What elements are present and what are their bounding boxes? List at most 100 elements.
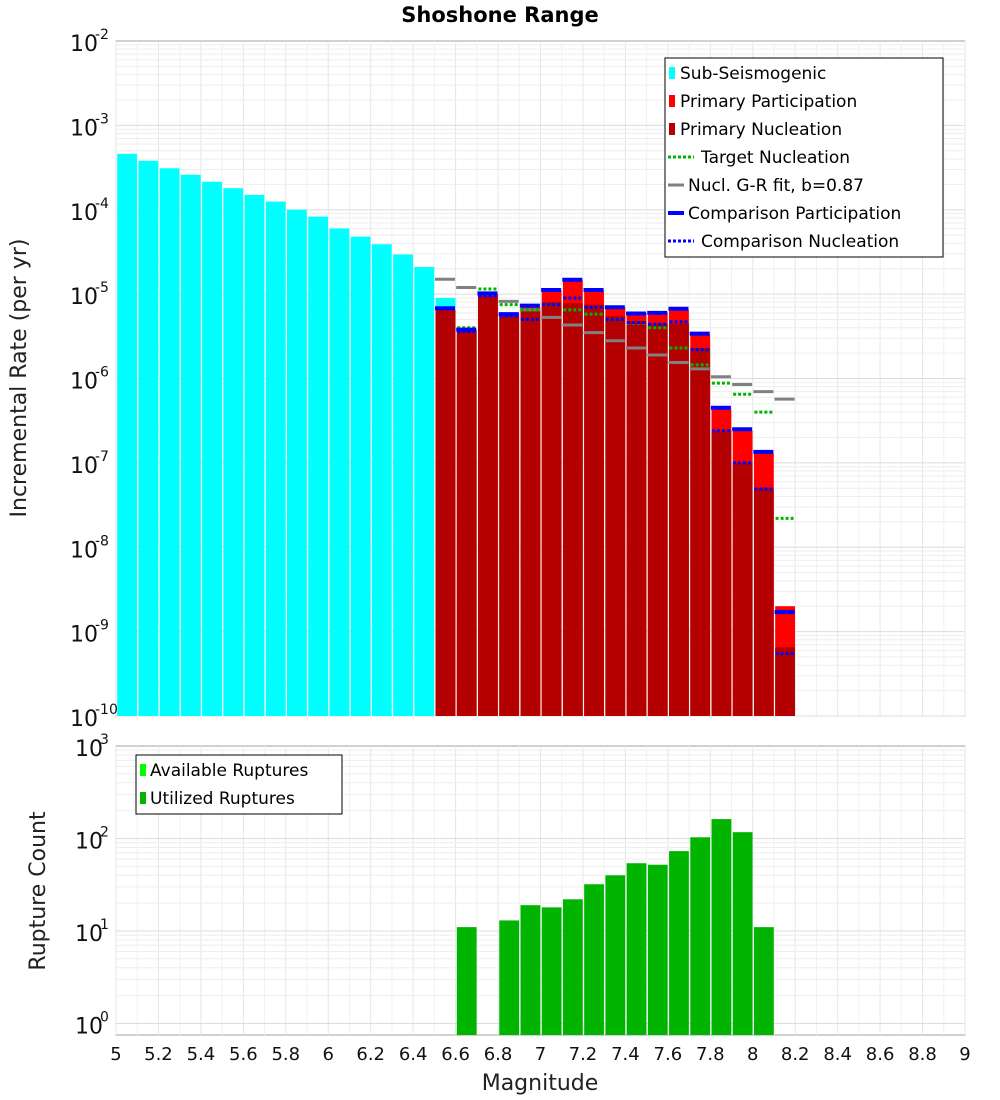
- rate-y-tick-base: 10: [70, 370, 98, 395]
- x-tick-label: 7.4: [611, 1044, 640, 1065]
- rate-y-tick-exp: -8: [95, 533, 109, 549]
- utilized-ruptures-bar: [456, 927, 477, 1035]
- x-tick-label: 8.6: [866, 1044, 895, 1065]
- utilized-ruptures-bar: [626, 863, 647, 1035]
- primary-nucleation-bar: [584, 304, 604, 716]
- count-y-tick-exp: 0: [100, 1009, 109, 1025]
- legend-swatch: [669, 95, 675, 107]
- legend-label: Available Ruptures: [150, 761, 308, 781]
- rate-bars: [117, 153, 795, 717]
- legend-label: Comparison Participation: [688, 204, 901, 224]
- legend-label: Sub-Seismogenic: [680, 64, 826, 84]
- x-tick-label: 7.6: [654, 1044, 683, 1065]
- x-tick-label: 8.2: [781, 1044, 810, 1065]
- sub-seismogenic-bar: [287, 209, 307, 716]
- count-legend-item: Utilized Ruptures: [140, 789, 295, 809]
- x-tick-label: 6.4: [399, 1044, 428, 1065]
- count-y-tick-exp: 2: [100, 824, 109, 840]
- rate-legend-item: Comparison Nucleation: [668, 232, 899, 252]
- x-tick-label: 8: [747, 1044, 758, 1065]
- rate-y-tick: 10-4: [70, 196, 109, 226]
- sub-seismogenic-bar: [159, 168, 180, 716]
- utilized-ruptures-bar: [584, 884, 604, 1035]
- legend-swatch: [669, 123, 675, 135]
- x-tick-label: 5.2: [144, 1044, 173, 1065]
- rate-y-tick-exp: -2: [95, 27, 109, 43]
- legend-label: Target Nucleation: [700, 148, 850, 168]
- primary-nucleation-bar: [732, 462, 753, 716]
- utilized-ruptures-bar: [753, 927, 774, 1035]
- sub-seismogenic-bar: [138, 160, 159, 717]
- x-tick-label: 5.4: [187, 1044, 216, 1065]
- sub-seismogenic-bar: [180, 174, 201, 716]
- rate-y-tick-exp: -4: [95, 196, 109, 212]
- count-y-tick-base: 10: [75, 1014, 103, 1039]
- rate-y-tick: 10-5: [70, 280, 109, 310]
- rate-y-tick: 10-2: [70, 27, 109, 57]
- rate-y-tick-base: 10: [70, 454, 98, 479]
- x-tick-label: 8.4: [823, 1044, 852, 1065]
- utilized-ruptures-bar: [647, 864, 668, 1035]
- utilized-ruptures-bar: [669, 851, 689, 1035]
- count-legend: Available Ruptures Utilized Ruptures: [135, 754, 343, 815]
- x-tick-label: 5.6: [229, 1044, 258, 1065]
- primary-nucleation-bar: [478, 294, 498, 716]
- primary-nucleation-bar: [520, 311, 541, 716]
- primary-nucleation-bar: [626, 321, 647, 716]
- utilized-ruptures-bar: [732, 832, 753, 1035]
- primary-nucleation-bar: [562, 303, 583, 716]
- primary-nucleation-bar: [690, 347, 711, 716]
- rate-y-tick-base: 10: [70, 538, 98, 563]
- count-legend-box: [135, 754, 343, 815]
- x-tick-label: 5.8: [271, 1044, 300, 1065]
- rate-y-tick: 10-7: [70, 449, 109, 479]
- x-tick-label: 6.8: [484, 1044, 513, 1065]
- rate-legend-item: Target Nucleation: [668, 148, 850, 168]
- sub-seismogenic-bar: [244, 194, 265, 716]
- legend-swatch: [669, 67, 675, 79]
- x-tick-label: 6.6: [441, 1044, 470, 1065]
- x-tick-label: 7.2: [569, 1044, 598, 1065]
- rate-y-tick-exp: -3: [95, 111, 109, 127]
- legend-swatch: [140, 792, 146, 804]
- magnitude-x-ticks: 5 5.2 5.4 5.6 5.8 6 6.2 6.4 6.6 6.8 7 7.2 7.4 7.6 7.8 8…: [110, 1044, 970, 1065]
- x-tick-label: 6: [323, 1044, 334, 1065]
- count-y-tick-exp: 1: [100, 917, 109, 933]
- utilized-ruptures-bar: [562, 899, 583, 1035]
- count-y-tick-base: 10: [75, 829, 103, 854]
- primary-nucleation-bar: [541, 302, 562, 716]
- rate-y-tick-base: 10: [70, 707, 98, 732]
- primary-nucleation-bar: [605, 316, 626, 716]
- utilized-ruptures-bar: [520, 905, 541, 1035]
- primary-nucleation-bar: [669, 323, 689, 716]
- count-y-tick-base: 10: [75, 737, 103, 762]
- x-tick-label: 7: [535, 1044, 546, 1065]
- rate-legend-item: Primary Participation: [669, 92, 857, 112]
- sub-seismogenic-bar: [265, 201, 286, 716]
- count-y-tick: 100: [75, 1009, 109, 1039]
- chart-title: Shoshone Range: [401, 3, 598, 27]
- legend-label: Nucl. G-R fit, b=0.87: [688, 176, 864, 196]
- x-tick-label: 7.8: [696, 1044, 725, 1065]
- primary-nucleation-bar: [647, 323, 668, 716]
- legend-swatch: [140, 764, 146, 776]
- x-tick-label: 8.8: [908, 1044, 937, 1065]
- utilized-ruptures-bar: [605, 875, 626, 1035]
- count-y-tick: 103: [75, 732, 109, 762]
- rate-legend-item: Primary Nucleation: [669, 120, 842, 140]
- rate-line-marks: [434, 277, 795, 656]
- rate-y-tick-base: 10: [70, 285, 98, 310]
- x-tick-label: 9: [959, 1044, 970, 1065]
- rate-y-tick: 10-10: [70, 702, 118, 732]
- count-y-tick-base: 10: [75, 922, 103, 947]
- rate-y-tick-base: 10: [70, 116, 98, 141]
- count-y-axis-title: Rupture Count: [26, 811, 51, 971]
- rate-legend-item: Sub-Seismogenic: [669, 64, 826, 84]
- sub-seismogenic-bar: [371, 244, 392, 717]
- utilized-ruptures-bar: [499, 920, 520, 1035]
- primary-nucleation-bar: [775, 647, 795, 716]
- rate-legend-item: Comparison Participation: [668, 204, 901, 224]
